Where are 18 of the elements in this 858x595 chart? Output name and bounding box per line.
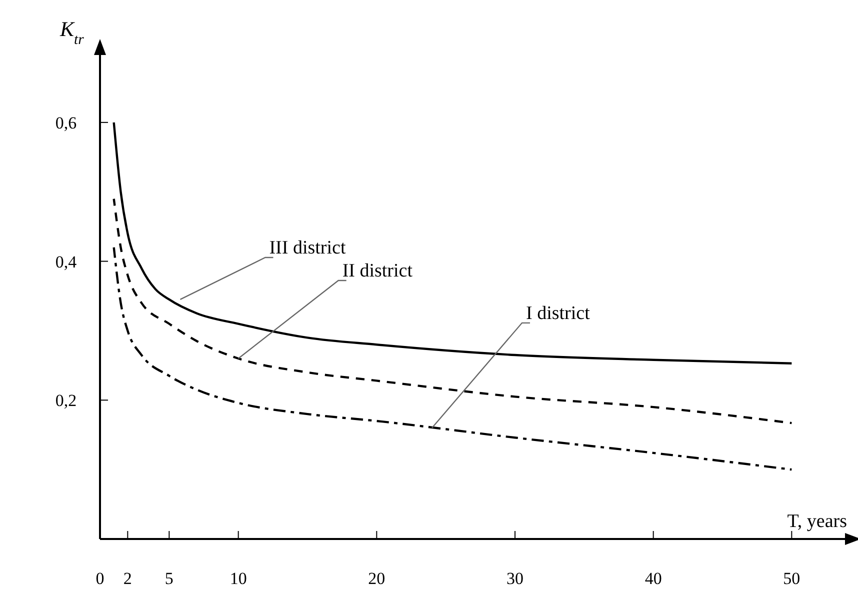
y-tick-label: 0,6 bbox=[55, 113, 77, 132]
x-tick-label: 20 bbox=[368, 569, 386, 588]
line-series bbox=[112, 198, 793, 424]
x-tick-label: 2 bbox=[123, 569, 132, 588]
x-tick-label: 0 bbox=[96, 569, 104, 588]
x-tick-label: 50 bbox=[783, 569, 800, 588]
y-tick-label: 0,4 bbox=[55, 252, 78, 272]
x-tick-label: 5 bbox=[164, 569, 174, 588]
x-tick-label: 30 bbox=[506, 569, 524, 588]
x-tick-label: 40 bbox=[644, 569, 662, 588]
line-series bbox=[112, 121, 793, 364]
x-tick-label: 10 bbox=[230, 569, 247, 588]
y-axis-title: K$_{tr}$ bbox=[59, 17, 84, 48]
x-axis-title: T, years bbox=[787, 511, 847, 532]
annotation: I district bbox=[526, 302, 591, 324]
annotation: III district bbox=[269, 237, 346, 258]
annotation: II district bbox=[342, 260, 414, 282]
y-tick-label: 0,2 bbox=[55, 391, 77, 410]
